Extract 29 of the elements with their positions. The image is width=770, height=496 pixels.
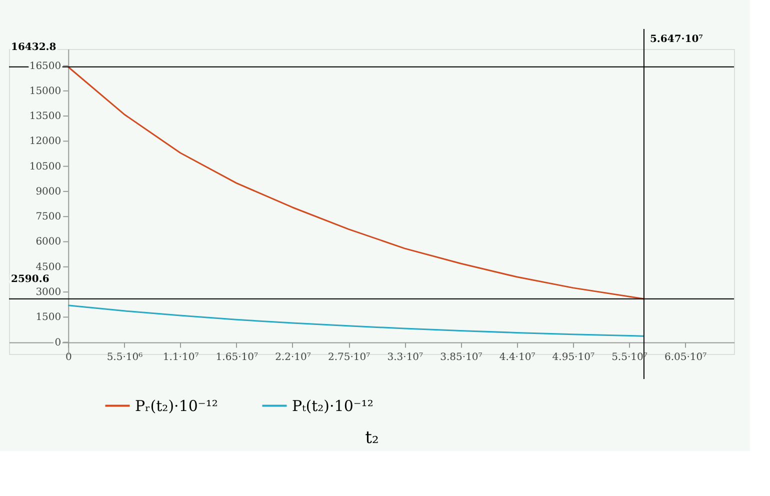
legend-label: Pᵣ(t₂)·10⁻¹²: [135, 396, 218, 415]
x-tick-label: 3.85·10⁷: [440, 352, 482, 363]
x-tick-label: 5.5·10⁶: [106, 352, 143, 363]
y-tick-label: 13500: [29, 111, 62, 122]
y-tick-label: 15000: [29, 86, 62, 97]
y-tick-label: 3000: [36, 286, 62, 298]
y-tick-label: 12000: [29, 136, 62, 148]
y-tick-label: 10500: [29, 161, 62, 172]
y-tick-label: 4500: [36, 262, 62, 273]
y-tick-label: 1500: [36, 312, 62, 324]
line-series: [67, 66, 645, 300]
line-series: [67, 304, 645, 337]
x-tick-label: 2.75·10⁷: [328, 352, 370, 363]
x-tick-label: 1.65·10⁷: [216, 352, 258, 363]
x-tick-label: 0: [65, 352, 72, 363]
ref-line-label: 5.647·10⁷: [650, 34, 704, 45]
x-tick-label: 4.95·10⁷: [552, 352, 594, 363]
y-tick-label: 9000: [36, 186, 62, 198]
ref-line-label: 2590.6: [11, 274, 50, 285]
x-tick-label: 6.05·10⁷: [664, 352, 707, 363]
y-tick-label: 7500: [36, 212, 62, 223]
x-axis-title: t₂: [365, 428, 379, 448]
x-tick-label: 1.1·10⁷: [162, 352, 199, 363]
x-tick-label: 4.4·10⁷: [499, 352, 536, 363]
legend-label: Pₜ(t₂)·10⁻¹²: [292, 396, 374, 415]
ref-line-label: 16432.8: [11, 42, 56, 53]
y-tick-label: 6000: [36, 236, 62, 248]
x-tick-label: 2.2·10⁷: [275, 352, 311, 363]
x-tick-label: 3.3·10⁷: [387, 352, 424, 363]
